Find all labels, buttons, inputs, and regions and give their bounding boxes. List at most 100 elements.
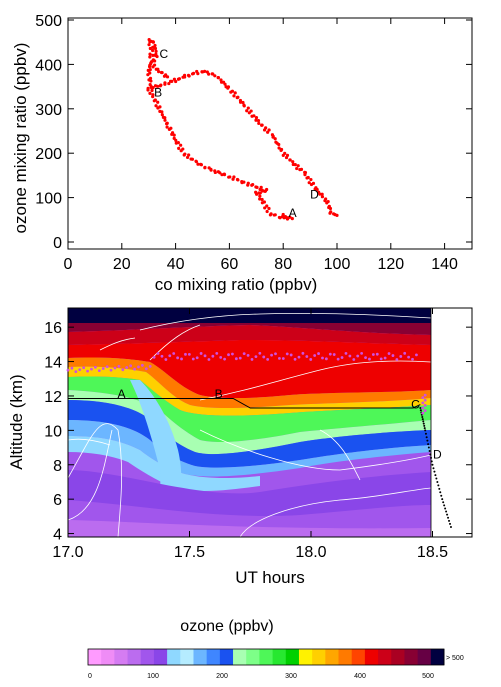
scatter-point — [260, 197, 264, 202]
contour-annotation: A — [117, 387, 125, 401]
scatter-point — [328, 206, 333, 211]
scatter-plot-frame — [67, 17, 473, 250]
scatter-point — [285, 217, 290, 221]
colorbar-cell — [101, 649, 115, 665]
descent-point — [432, 467, 435, 470]
descent-point — [447, 516, 450, 519]
scatter-point — [235, 96, 239, 100]
sonde-point — [368, 357, 371, 361]
colorbar-cell — [193, 649, 208, 665]
sonde-point — [305, 355, 309, 358]
sonde-point — [336, 357, 340, 361]
descent-point — [437, 484, 440, 487]
sonde-point — [250, 358, 254, 361]
sonde-point — [266, 357, 270, 361]
contour-x-tick-label: 18.5 — [417, 544, 448, 561]
scatter-point — [154, 49, 158, 53]
scatter-point — [163, 118, 167, 122]
descent-point — [448, 519, 451, 522]
sonde-point — [105, 365, 109, 369]
colorbar-cell — [312, 649, 326, 665]
colorbar-cell — [417, 649, 432, 665]
scatter-point — [151, 93, 155, 97]
sonde-point — [379, 357, 383, 361]
scatter-point — [186, 73, 191, 77]
descent-point — [443, 504, 446, 507]
sonde-point — [348, 354, 352, 358]
sonde-point — [387, 352, 391, 355]
colorbar-cell — [404, 649, 419, 665]
colorbar-cell — [127, 649, 142, 665]
sonde-point — [144, 367, 148, 371]
scatter-point — [258, 194, 262, 198]
sonde-point — [254, 355, 258, 359]
descent-point — [439, 491, 442, 494]
scatter-point — [149, 60, 154, 64]
sonde-point — [364, 356, 367, 359]
scatter-point — [170, 131, 175, 135]
descent-point — [442, 501, 445, 504]
scatter-annotations: A B C D — [154, 47, 319, 220]
sonde-point — [403, 351, 407, 355]
descent-point — [445, 510, 448, 513]
colorbar-label: 400 — [354, 673, 366, 680]
scatter-point — [155, 84, 160, 88]
colorbar-title: ozone (ppbv) — [180, 618, 273, 635]
scatter-point — [238, 100, 243, 104]
descent-point — [430, 460, 433, 463]
contour-ticks: 17.0 17.5 18.0 18.5 4 6 8 10 12 14 16 — [44, 308, 472, 561]
scatter-point — [158, 84, 162, 88]
scatter-point — [185, 155, 190, 160]
scatter-point — [265, 209, 269, 214]
scatter-point — [267, 206, 271, 211]
scatter-point — [154, 67, 158, 71]
scatter-point — [328, 211, 332, 215]
scatter-y-tick-label: 300 — [35, 102, 62, 119]
colorbar-label: 500 — [422, 673, 434, 680]
scatter-point — [236, 178, 240, 182]
scatter-point — [309, 177, 313, 182]
contour-annotation: D — [433, 447, 442, 461]
sonde-point — [421, 396, 425, 400]
scatter-point — [277, 146, 281, 150]
contour-annotations: A B C D — [117, 387, 442, 461]
contour-x-tick-label: 18.0 — [295, 544, 326, 561]
sonde-point — [313, 354, 317, 357]
sonde-point — [129, 364, 133, 368]
scatter-point — [258, 191, 262, 195]
sonde-point — [90, 367, 93, 371]
scatter-point — [183, 73, 187, 77]
scatter-point — [148, 55, 152, 59]
scatter-point — [295, 166, 299, 171]
sonde-point — [285, 352, 289, 356]
sonde-point — [74, 370, 78, 374]
scatter-point — [240, 179, 244, 184]
scatter-point — [199, 162, 203, 166]
sonde-point — [101, 367, 105, 370]
scatter-point — [148, 83, 152, 87]
sonde-point — [227, 353, 230, 357]
contour-x-tick-label: 17.0 — [52, 544, 83, 561]
sonde-point — [152, 355, 156, 359]
scatter-point — [203, 165, 207, 169]
sonde-point — [242, 352, 246, 356]
scatter-point — [151, 40, 155, 44]
scatter-point — [228, 175, 232, 179]
sonde-point — [231, 352, 234, 356]
scatter-point — [161, 115, 166, 119]
sonde-point — [168, 354, 172, 358]
descent-point — [424, 429, 427, 432]
sonde-point — [258, 351, 262, 355]
scatter-y-tick-label: 400 — [35, 57, 62, 74]
scatter-point — [151, 65, 155, 69]
sonde-point — [421, 401, 425, 405]
colorbar-cell — [114, 649, 129, 665]
sonde-point — [340, 356, 344, 359]
scatter-point — [176, 141, 180, 145]
colorbar-cell — [167, 649, 181, 665]
sonde-point — [215, 351, 219, 355]
scatter-point — [293, 163, 297, 167]
sonde-point — [321, 356, 324, 360]
scatter-point — [159, 70, 164, 75]
